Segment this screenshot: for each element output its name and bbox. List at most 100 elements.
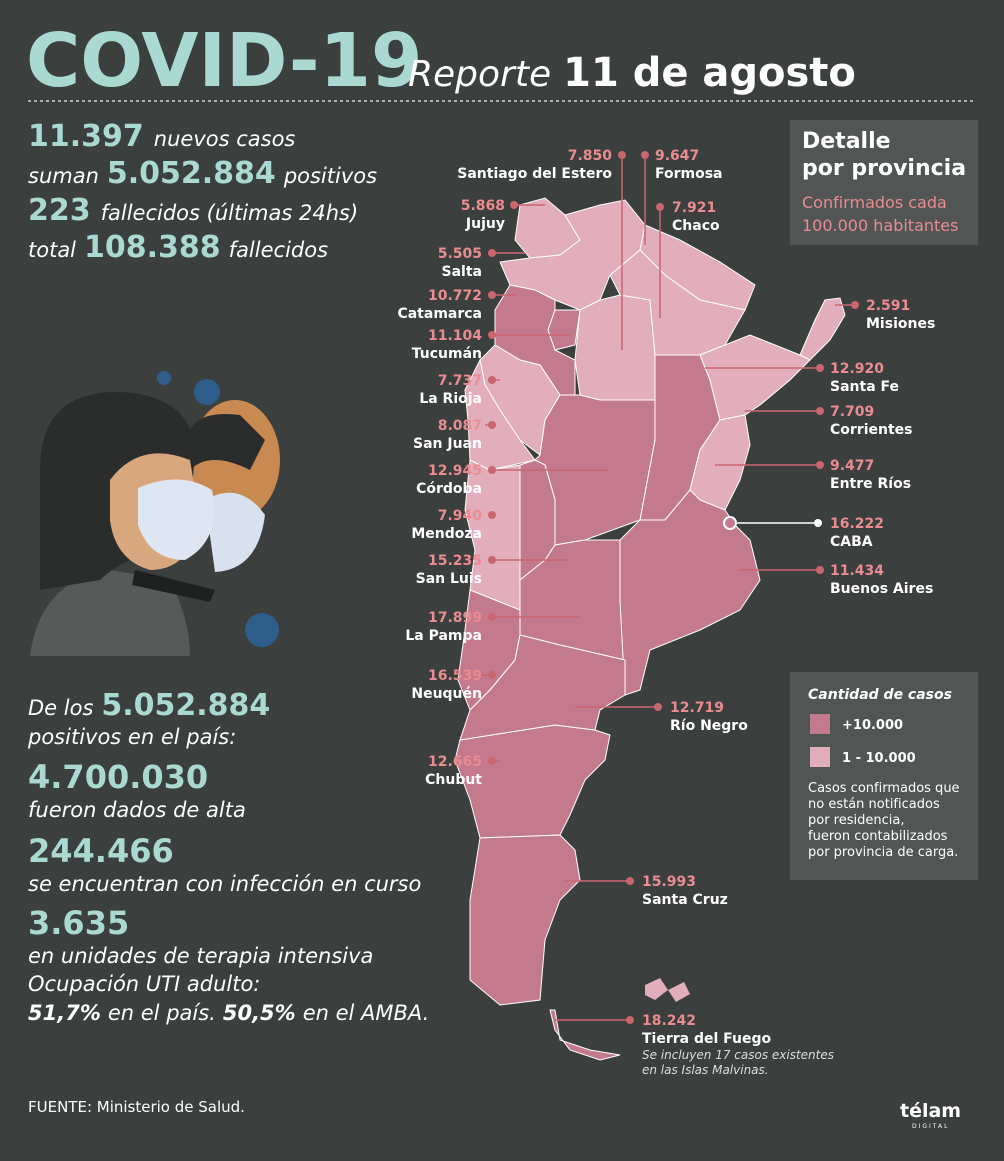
breakdown-text: se encuentran con infección en curso: [28, 872, 421, 896]
leader-dot: [626, 1016, 634, 1024]
map: [454, 197, 846, 1061]
province-shape: [464, 358, 536, 471]
illustration: [30, 371, 280, 656]
province-value: 15.993: [642, 874, 696, 890]
subtitle-date: 11 de agosto: [563, 50, 856, 96]
breakdown-number: 5.052.884: [101, 688, 270, 723]
legend-label: 1 - 10.000: [842, 751, 916, 766]
legend-note: Casos confirmados que: [808, 781, 960, 796]
province-name: Río Negro: [670, 718, 748, 734]
province-name: Mendoza: [411, 526, 482, 542]
province-shape: [499, 199, 646, 311]
breakdown-number: 3.635: [28, 904, 129, 942]
province-shape: [619, 489, 761, 696]
leader-dot: [488, 249, 496, 257]
summary-line: 11.397 nuevos casos: [28, 119, 295, 154]
province-name: Misiones: [866, 316, 935, 332]
logo-sub: DIGITAL: [912, 1123, 949, 1130]
source: FUENTE: Ministerio de Salud.: [28, 1098, 245, 1116]
leader-dot: [816, 364, 824, 372]
detail-title: por provincia: [802, 156, 966, 181]
detail-subtitle: 100.000 habitantes: [802, 216, 958, 235]
summary-line: total 108.388 fallecidos: [28, 230, 328, 265]
province-name: La Rioja: [419, 391, 482, 407]
legend-note: fueron contabilizados: [808, 829, 948, 844]
summary-text: fallecidos: [229, 238, 328, 262]
province-value: 2.591: [866, 298, 910, 314]
province-value: 18.242: [642, 1013, 696, 1029]
summary-text: fallecidos (últimas 24hs): [101, 201, 359, 225]
province-note: en las Islas Malvinas.: [642, 1063, 769, 1077]
province-name: San Luis: [416, 571, 482, 587]
province-shape: [799, 297, 846, 361]
summary-text: total: [28, 238, 76, 262]
legend-swatch: [810, 714, 830, 734]
province-name: San Juan: [413, 436, 482, 452]
province-value: 7.709: [830, 404, 874, 420]
leader-dot: [488, 757, 496, 765]
leader-dot: [618, 151, 626, 159]
province-shape: [547, 309, 581, 351]
legend-swatch: [810, 747, 830, 767]
summary: 11.397 nuevos casos suman 5.052.884 positiv…: [28, 119, 377, 265]
province-name: Santa Cruz: [642, 892, 728, 908]
province-value: 7.850: [568, 148, 613, 164]
leader-dot: [488, 671, 496, 679]
malvinas: [645, 978, 690, 1002]
breakdown-number: 4.700.030: [28, 758, 208, 796]
province-value: 12.920: [830, 361, 884, 377]
legend-note: por provincia de carga.: [808, 845, 958, 860]
breakdown-intro: De los 5.052.884: [28, 688, 270, 723]
province-value: 5.505: [438, 246, 482, 262]
province-shape: [574, 294, 656, 401]
summary-number: 223: [28, 193, 91, 228]
legend-note: por residencia,: [808, 813, 904, 828]
province-value: 16.222: [830, 516, 884, 532]
province-shape: [469, 834, 581, 1006]
province-name: La Pampa: [405, 628, 482, 644]
leader-dot: [816, 566, 824, 574]
leader-dot: [626, 877, 634, 885]
leader-dot: [851, 301, 859, 309]
summary-line: 223 fallecidos (últimas 24hs): [28, 193, 358, 228]
province-name: Salta: [442, 264, 482, 280]
uti-text: en el país.: [108, 1001, 216, 1025]
province-value: 9.647: [655, 148, 699, 164]
province-value: 12.719: [670, 700, 724, 716]
subtitle-prefix: Reporte: [408, 54, 551, 95]
province-value: 17.899: [428, 610, 482, 626]
province-shape: [459, 634, 626, 741]
summary-number: 108.388: [84, 230, 221, 265]
leader-dot: [641, 151, 649, 159]
province-value: 10.772: [428, 288, 482, 304]
province-name: Santiago del Estero: [457, 166, 612, 182]
legend-note: no están notificados: [808, 797, 940, 812]
leader-dot: [488, 376, 496, 384]
province-value: 7.940: [438, 508, 483, 524]
province-shape: [723, 516, 737, 530]
breakdown-text: fueron dados de alta: [28, 798, 246, 822]
province-name: Corrientes: [830, 422, 912, 438]
province-value: 7.921: [672, 200, 716, 216]
legend-bg: [790, 672, 978, 880]
uti-value: 51,7%: [28, 1001, 101, 1025]
province-value: 9.477: [830, 458, 874, 474]
summary-number: 11.397: [28, 119, 144, 154]
leader-dot: [656, 203, 664, 211]
leader-dot: [488, 511, 496, 519]
leader-dot: [488, 331, 496, 339]
legend-title: Cantidad de casos: [808, 687, 952, 703]
province-name: Catamarca: [397, 306, 482, 322]
province-value: 5.868: [461, 198, 505, 214]
breakdown-text: positivos en el país:: [27, 725, 236, 749]
province-name: Chaco: [672, 218, 720, 234]
province-shape: [699, 334, 811, 421]
province-note: Se incluyen 17 casos existentes: [642, 1048, 834, 1062]
province-name: Chubut: [425, 772, 482, 788]
leader-dot: [814, 519, 822, 527]
province-labels: 7.850 Santiago del Estero 9.647 Formosa 5.86…: [397, 148, 935, 1077]
breakdown-text: De los: [28, 696, 93, 720]
province-name: CABA: [830, 534, 873, 550]
leader-dot: [816, 407, 824, 415]
breakdown-text: en unidades de terapia intensiva: [28, 944, 373, 968]
